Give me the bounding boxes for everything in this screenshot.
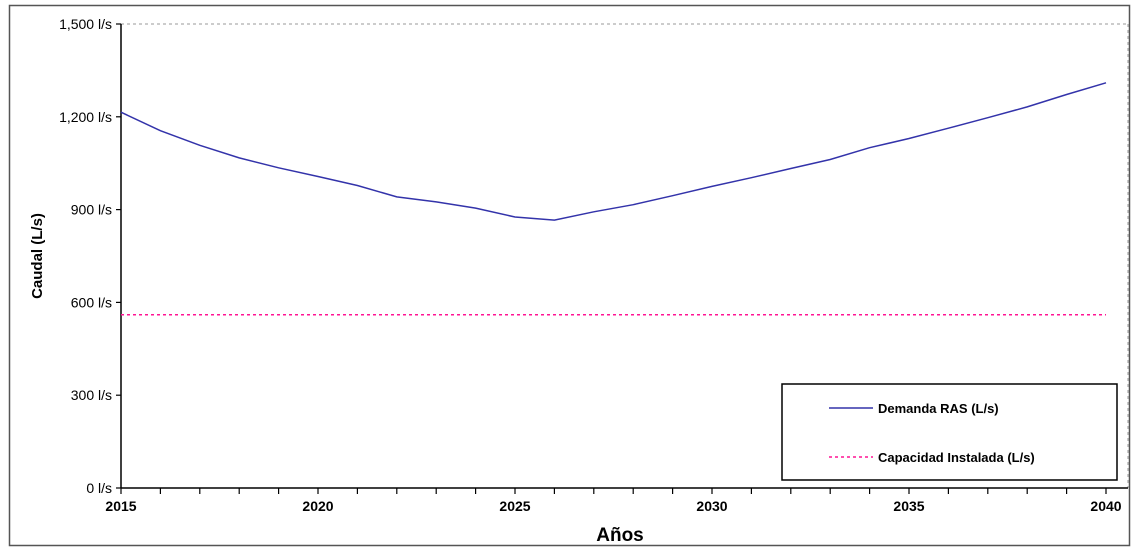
- x-tick-label: 2025: [499, 498, 530, 514]
- x-tick-label: 2030: [696, 498, 727, 514]
- x-tick-label: 2020: [302, 498, 333, 514]
- y-tick-label: 1,200 l/s: [59, 109, 112, 125]
- y-axis-ticks: 0 l/s 300 l/s 600 l/s 900 l/s 1,200 l/s 1,500…: [59, 16, 121, 496]
- y-axis-title: Caudal (L/s): [29, 213, 46, 299]
- x-tick-label: 2040: [1090, 498, 1121, 514]
- x-tick-label: 2035: [893, 498, 924, 514]
- legend-label-demanda: Demanda RAS (L/s): [878, 401, 999, 416]
- x-tick-label: 2015: [105, 498, 136, 514]
- x-axis-title: Años: [596, 525, 644, 546]
- y-tick-label: 1,500 l/s: [59, 16, 112, 32]
- legend-label-capacidad: Capacidad Instalada (L/s): [878, 450, 1035, 465]
- y-tick-label: 900 l/s: [71, 202, 112, 218]
- y-tick-label: 300 l/s: [71, 387, 112, 403]
- y-tick-label: 0 l/s: [86, 480, 112, 496]
- y-tick-label: 600 l/s: [71, 294, 112, 310]
- x-axis-ticks: 2015 2020 2025 2030 2035 2040: [105, 488, 1122, 514]
- series-layer: [120, 82, 1107, 316]
- chart-area-border: [8, 4, 1131, 547]
- series-line-demanda: [120, 82, 1107, 221]
- legend: Demanda RAS (L/s) Capacidad Instalada (L…: [781, 383, 1118, 481]
- legend-box: [781, 383, 1118, 481]
